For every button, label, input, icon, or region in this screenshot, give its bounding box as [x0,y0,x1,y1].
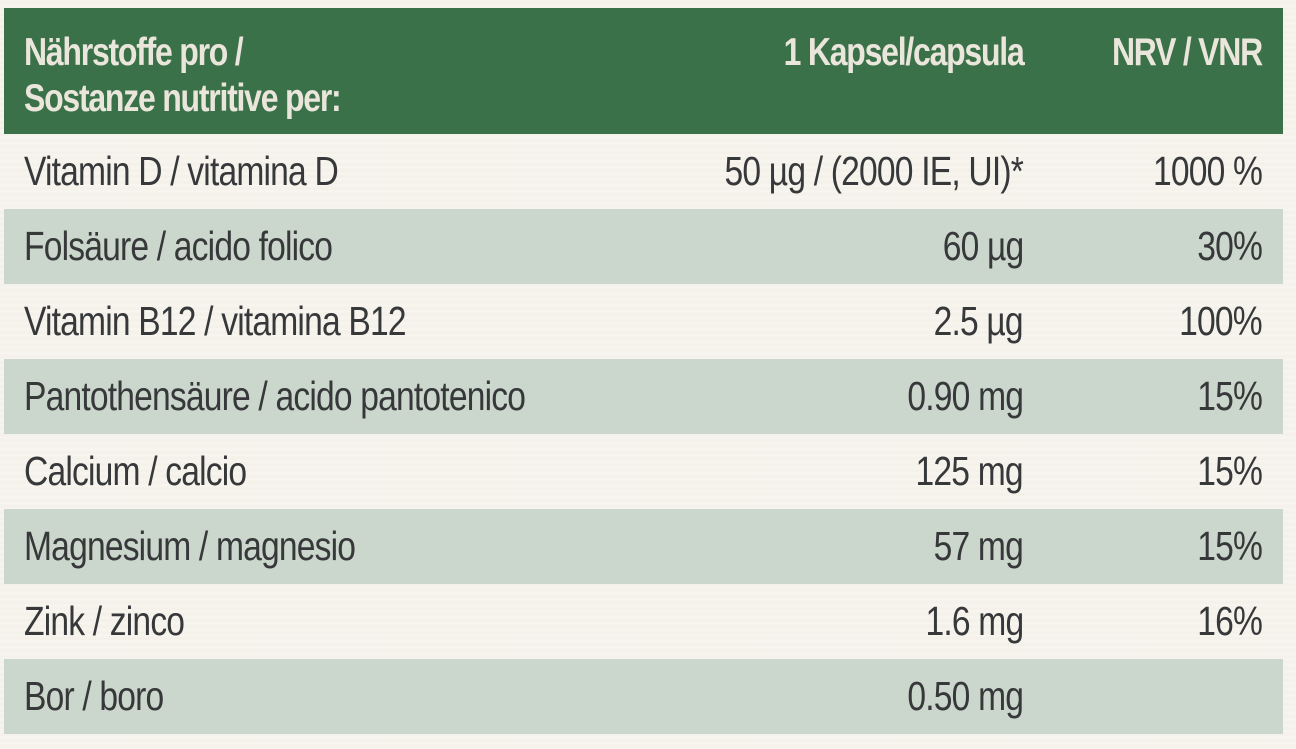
nutrient-nrv: 15% [1197,523,1263,569]
nutrient-amount: 57 mg [933,523,1024,569]
header-nutrient: Nährstoffe pro / Sostanze nutritive per: [24,30,516,122]
table-row: Calcium / calcio 125 mg 15% [4,434,1283,509]
nutrient-name: Bor / boro [24,673,164,719]
nutrient-name: Folsäure / acido folico [24,223,333,269]
table-row: Pantothensäure / acido pantotenico 0.90 … [4,359,1283,434]
nutrient-nrv: 15% [1197,448,1263,494]
nutrient-amount: 125 mg [915,448,1024,494]
nutrient-nrv: 100% [1179,298,1263,344]
nutrient-nrv: 1000 % [1152,148,1263,194]
nutrient-nrv: 30% [1197,223,1263,269]
nutrient-amount: 1.6 mg [925,598,1024,644]
table-row: Zink / zinco 1.6 mg 16% [4,584,1283,659]
nutrient-amount: 60 µg [942,223,1024,269]
nutrient-amount: 2.5 µg [933,298,1024,344]
nutrient-amount: 0.50 mg [907,673,1024,719]
nutrition-table: Nährstoffe pro / Sostanze nutritive per:… [4,8,1283,734]
table-row: Bor / boro 0.50 mg [4,659,1283,734]
nutrient-name: Pantothensäure / acido pantotenico [24,373,526,419]
nutrient-name: Calcium / calcio [24,448,247,494]
nutrient-nrv: 15% [1197,373,1263,419]
nutrient-name: Magnesium / magnesio [24,523,356,569]
table-row: Folsäure / acido folico 60 µg 30% [4,209,1283,284]
header-amount: 1 Kapsel/capsula [783,31,1024,74]
nutrient-nrv: 16% [1197,598,1263,644]
nutrient-name: Vitamin B12 / vitamina B12 [24,298,407,344]
header-nrv: NRV / VNR [1111,31,1263,74]
nutrient-amount: 0.90 mg [907,373,1024,419]
nutrient-amount: 50 µg / (2000 IE, UI)* [724,148,1024,194]
nutrient-name: Vitamin D / vitamina D [24,148,339,194]
header-nutrient-line1: Nährstoffe pro / [24,31,244,74]
table-row: Vitamin B12 / vitamina B12 2.5 µg 100% [4,284,1283,359]
header-nutrient-line2: Sostanze nutritive per: [24,77,342,120]
nutrient-name: Zink / zinco [24,598,185,644]
table-header: Nährstoffe pro / Sostanze nutritive per:… [4,8,1283,134]
table-row: Vitamin D / vitamina D 50 µg / (2000 IE,… [4,134,1283,209]
table-row: Magnesium / magnesio 57 mg 15% [4,509,1283,584]
